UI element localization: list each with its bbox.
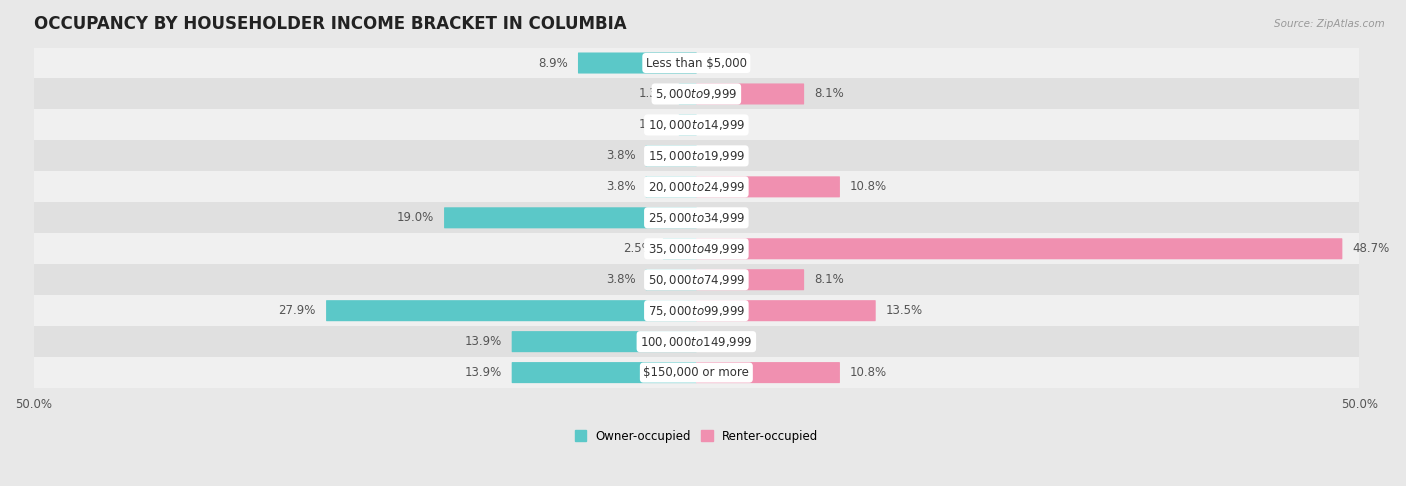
FancyBboxPatch shape	[645, 269, 697, 290]
FancyBboxPatch shape	[696, 269, 804, 290]
Text: 3.8%: 3.8%	[606, 180, 636, 193]
FancyBboxPatch shape	[444, 208, 697, 228]
Text: $5,000 to $9,999: $5,000 to $9,999	[655, 87, 738, 101]
Text: $35,000 to $49,999: $35,000 to $49,999	[648, 242, 745, 256]
Text: $100,000 to $149,999: $100,000 to $149,999	[640, 335, 752, 348]
Text: $50,000 to $74,999: $50,000 to $74,999	[648, 273, 745, 287]
Text: 0.0%: 0.0%	[707, 211, 737, 225]
FancyBboxPatch shape	[34, 109, 1360, 140]
FancyBboxPatch shape	[34, 48, 1360, 79]
Text: 0.0%: 0.0%	[707, 335, 737, 348]
Text: Less than $5,000: Less than $5,000	[645, 56, 747, 69]
FancyBboxPatch shape	[34, 295, 1360, 326]
Text: OCCUPANCY BY HOUSEHOLDER INCOME BRACKET IN COLUMBIA: OCCUPANCY BY HOUSEHOLDER INCOME BRACKET …	[34, 15, 626, 33]
FancyBboxPatch shape	[34, 326, 1360, 357]
Legend: Owner-occupied, Renter-occupied: Owner-occupied, Renter-occupied	[575, 430, 818, 443]
FancyBboxPatch shape	[645, 176, 697, 197]
Text: 0.0%: 0.0%	[707, 119, 737, 131]
Text: 0.0%: 0.0%	[707, 56, 737, 69]
Text: 19.0%: 19.0%	[396, 211, 434, 225]
Text: 3.8%: 3.8%	[606, 273, 636, 286]
Text: $25,000 to $34,999: $25,000 to $34,999	[648, 211, 745, 225]
Text: 8.9%: 8.9%	[538, 56, 568, 69]
FancyBboxPatch shape	[662, 238, 697, 260]
FancyBboxPatch shape	[696, 84, 804, 104]
Text: $20,000 to $24,999: $20,000 to $24,999	[648, 180, 745, 194]
Text: $15,000 to $19,999: $15,000 to $19,999	[648, 149, 745, 163]
FancyBboxPatch shape	[578, 52, 697, 73]
FancyBboxPatch shape	[34, 264, 1360, 295]
Text: 1.3%: 1.3%	[638, 87, 668, 101]
Text: 0.0%: 0.0%	[707, 149, 737, 162]
FancyBboxPatch shape	[696, 238, 1343, 260]
Text: 10.8%: 10.8%	[851, 180, 887, 193]
Text: 8.1%: 8.1%	[814, 87, 844, 101]
Text: 27.9%: 27.9%	[278, 304, 316, 317]
Text: 2.5%: 2.5%	[623, 242, 652, 255]
FancyBboxPatch shape	[645, 145, 697, 166]
FancyBboxPatch shape	[679, 114, 697, 136]
FancyBboxPatch shape	[512, 362, 697, 383]
FancyBboxPatch shape	[34, 233, 1360, 264]
FancyBboxPatch shape	[34, 172, 1360, 202]
Text: Source: ZipAtlas.com: Source: ZipAtlas.com	[1274, 19, 1385, 30]
FancyBboxPatch shape	[34, 357, 1360, 388]
Text: $10,000 to $14,999: $10,000 to $14,999	[648, 118, 745, 132]
Text: 1.3%: 1.3%	[638, 119, 668, 131]
Text: 13.9%: 13.9%	[464, 335, 502, 348]
Text: $150,000 or more: $150,000 or more	[644, 366, 749, 379]
Text: 3.8%: 3.8%	[606, 149, 636, 162]
FancyBboxPatch shape	[326, 300, 697, 321]
FancyBboxPatch shape	[696, 176, 839, 197]
Text: 48.7%: 48.7%	[1353, 242, 1389, 255]
FancyBboxPatch shape	[679, 84, 697, 104]
Text: 8.1%: 8.1%	[814, 273, 844, 286]
Text: 13.9%: 13.9%	[464, 366, 502, 379]
FancyBboxPatch shape	[34, 140, 1360, 172]
Text: $75,000 to $99,999: $75,000 to $99,999	[648, 304, 745, 318]
Text: 13.5%: 13.5%	[886, 304, 924, 317]
FancyBboxPatch shape	[34, 79, 1360, 109]
FancyBboxPatch shape	[34, 202, 1360, 233]
FancyBboxPatch shape	[696, 300, 876, 321]
FancyBboxPatch shape	[512, 331, 697, 352]
Text: 10.8%: 10.8%	[851, 366, 887, 379]
FancyBboxPatch shape	[696, 362, 839, 383]
